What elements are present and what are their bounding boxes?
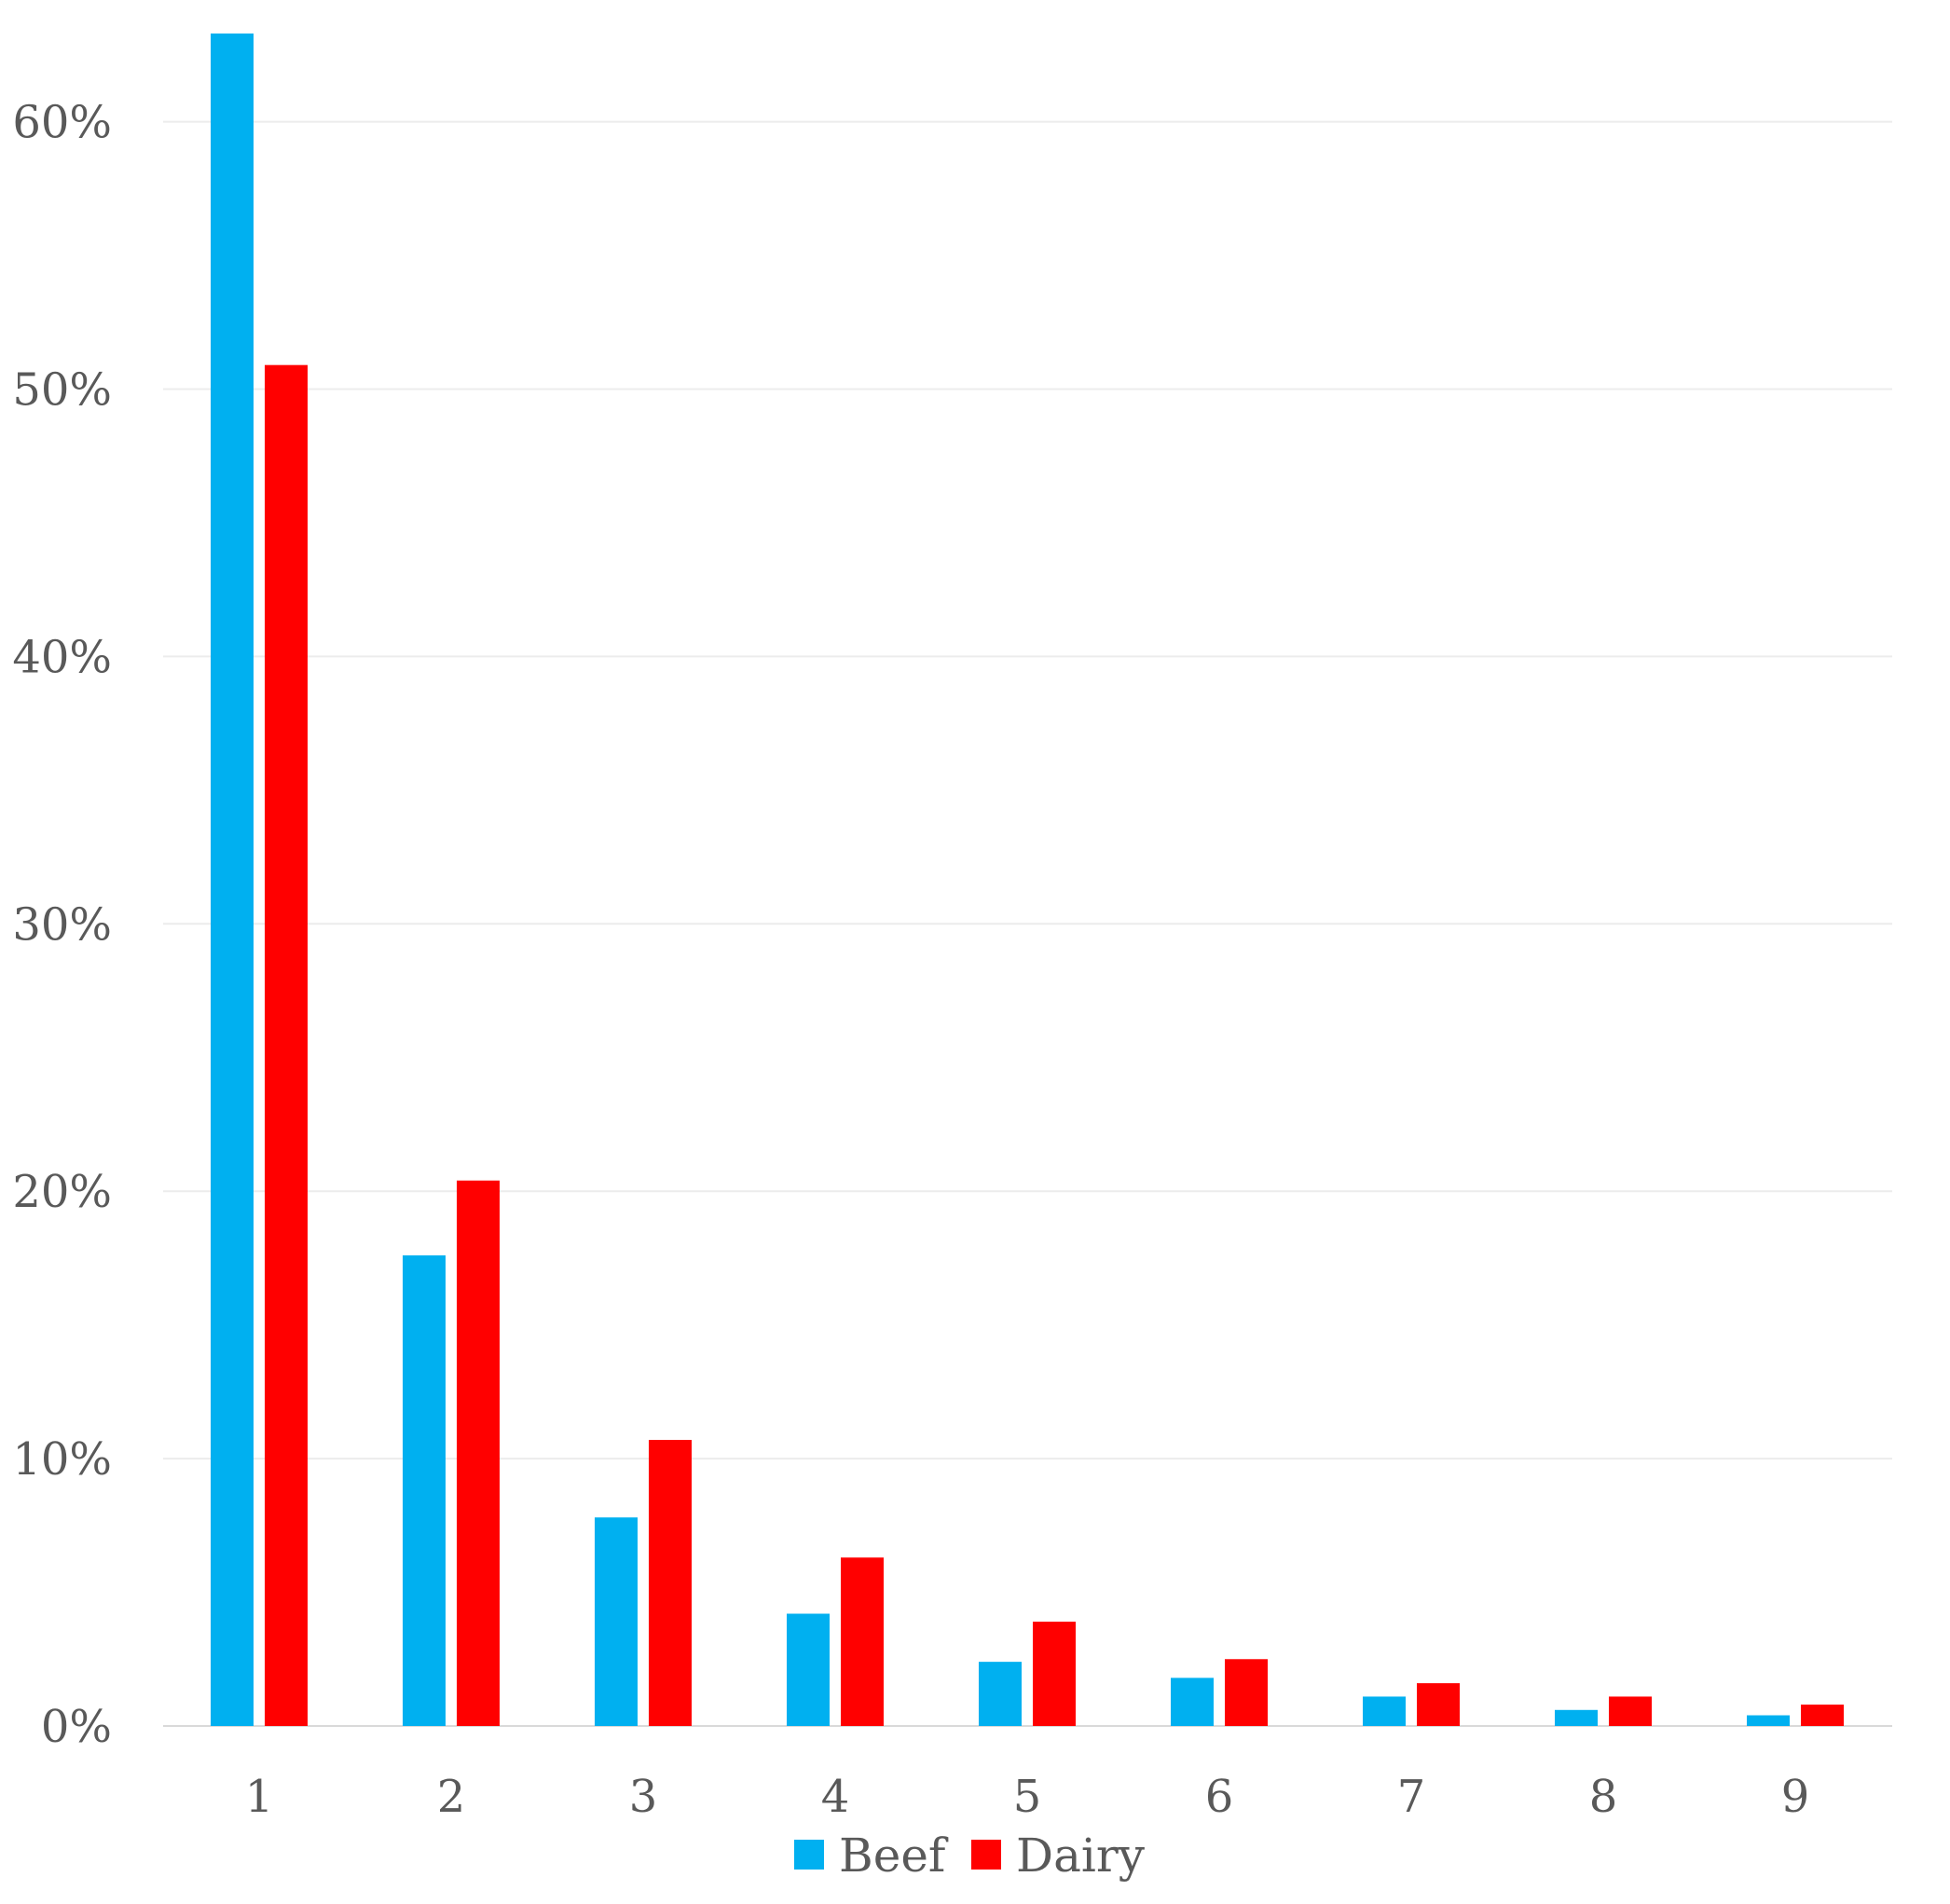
y-tick-label: 20% [12, 1166, 112, 1218]
bar-beef-6 [1171, 1678, 1214, 1726]
y-tick-label: 10% [12, 1433, 112, 1486]
bar-dairy-4 [841, 1557, 884, 1726]
bar-dairy-7 [1417, 1683, 1460, 1726]
legend-label-dairy: Dairy [1016, 1829, 1146, 1883]
x-tick-label: 2 [437, 1771, 466, 1823]
bar-beef-7 [1363, 1696, 1406, 1726]
x-tick-label: 4 [821, 1771, 850, 1823]
bar-dairy-3 [649, 1440, 692, 1726]
legend-swatch-dairy [971, 1840, 1001, 1870]
x-tick-label: 7 [1397, 1771, 1426, 1823]
bar-dairy-6 [1225, 1659, 1268, 1726]
bar-beef-5 [979, 1662, 1022, 1726]
y-tick-label: 0% [41, 1701, 112, 1753]
bar-dairy-1 [265, 364, 308, 1727]
x-tick-label: 6 [1205, 1771, 1234, 1823]
x-axis-tick-labels: 1 2 3 4 5 6 7 8 9 [245, 1771, 1810, 1823]
bar-dairy-9 [1801, 1705, 1844, 1726]
legend-label-beef: Beef [839, 1829, 949, 1883]
x-tick-label: 5 [1013, 1771, 1042, 1823]
bar-beef-1 [211, 33, 254, 1727]
legend-swatch-beef [794, 1840, 824, 1870]
x-tick-label: 1 [245, 1771, 274, 1823]
bar-beef-9 [1747, 1715, 1790, 1726]
x-tick-label: 8 [1589, 1771, 1618, 1823]
bar-beef-3 [595, 1517, 638, 1726]
gridlines [163, 120, 1892, 1727]
y-axis-tick-labels: 0% 10% 20% 30% 40% 50% 60% [12, 97, 112, 1753]
legend: Beef Dairy [794, 1829, 1146, 1883]
bar-beef-8 [1555, 1709, 1598, 1726]
bars [211, 33, 1844, 1727]
x-tick-label: 3 [629, 1771, 658, 1823]
bar-beef-4 [787, 1613, 830, 1726]
y-tick-label: 40% [12, 631, 112, 683]
y-tick-label: 60% [12, 97, 112, 149]
bar-dairy-2 [457, 1180, 500, 1726]
y-tick-label: 50% [12, 364, 112, 417]
y-tick-label: 30% [12, 898, 112, 951]
bar-dairy-5 [1033, 1622, 1076, 1726]
x-tick-label: 9 [1781, 1771, 1810, 1823]
bar-dairy-8 [1609, 1696, 1652, 1726]
bar-beef-2 [403, 1255, 446, 1726]
